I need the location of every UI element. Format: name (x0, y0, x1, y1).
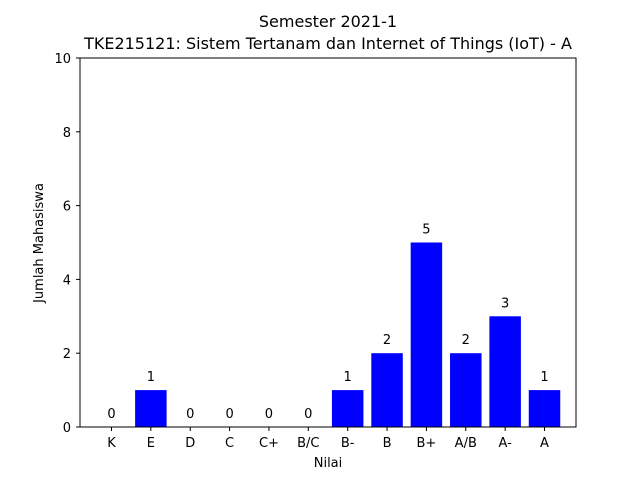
bar-A (528, 390, 561, 427)
chart-subtitle: TKE215121: Sistem Tertanam dan Internet … (83, 34, 572, 53)
bar-E (135, 390, 167, 427)
x-tick-label: B+ (417, 436, 437, 451)
x-axis-label: Nilai (314, 456, 343, 471)
data-label: 0 (186, 407, 194, 422)
bar-A- (489, 316, 521, 427)
y-axis-label: Jumlah Mahasiswa (32, 183, 47, 304)
data-label: 0 (107, 407, 115, 422)
x-tick-label: K (107, 436, 116, 451)
data-label: 3 (501, 296, 509, 311)
x-tick-label: C (225, 436, 234, 451)
x-tick-label: A- (498, 436, 512, 451)
data-label: 2 (462, 333, 470, 348)
y-tick-label: 8 (63, 126, 71, 141)
x-tick-label: C+ (259, 436, 279, 451)
y-tick-label: 2 (63, 347, 71, 362)
data-label: 1 (540, 370, 548, 385)
bar-A/B (450, 353, 482, 427)
y-tick-label: 10 (54, 52, 71, 67)
x-tick-label: B/C (297, 436, 319, 451)
bar-B+ (410, 242, 443, 427)
plot-frame (79, 57, 577, 428)
x-tick-label: A (540, 436, 549, 451)
data-label: 0 (265, 407, 273, 422)
x-tick-label: B- (341, 436, 355, 451)
data-label: 1 (147, 370, 155, 385)
x-tick-label: E (147, 436, 155, 451)
bar-B- (331, 390, 364, 427)
x-tick-label: B (383, 436, 392, 451)
y-tick-label: 4 (63, 273, 71, 288)
data-label: 1 (344, 370, 352, 385)
y-tick-label: 0 (63, 421, 71, 436)
data-label: 0 (304, 407, 312, 422)
chart-title: Semester 2021-1 (259, 12, 397, 31)
bar-B (371, 353, 403, 427)
y-tick-label: 6 (63, 200, 71, 215)
data-label: 0 (225, 407, 233, 422)
x-tick-label: D (185, 436, 195, 451)
data-label: 5 (422, 223, 430, 238)
data-label: 2 (383, 333, 391, 348)
x-tick-label: A/B (455, 436, 477, 451)
